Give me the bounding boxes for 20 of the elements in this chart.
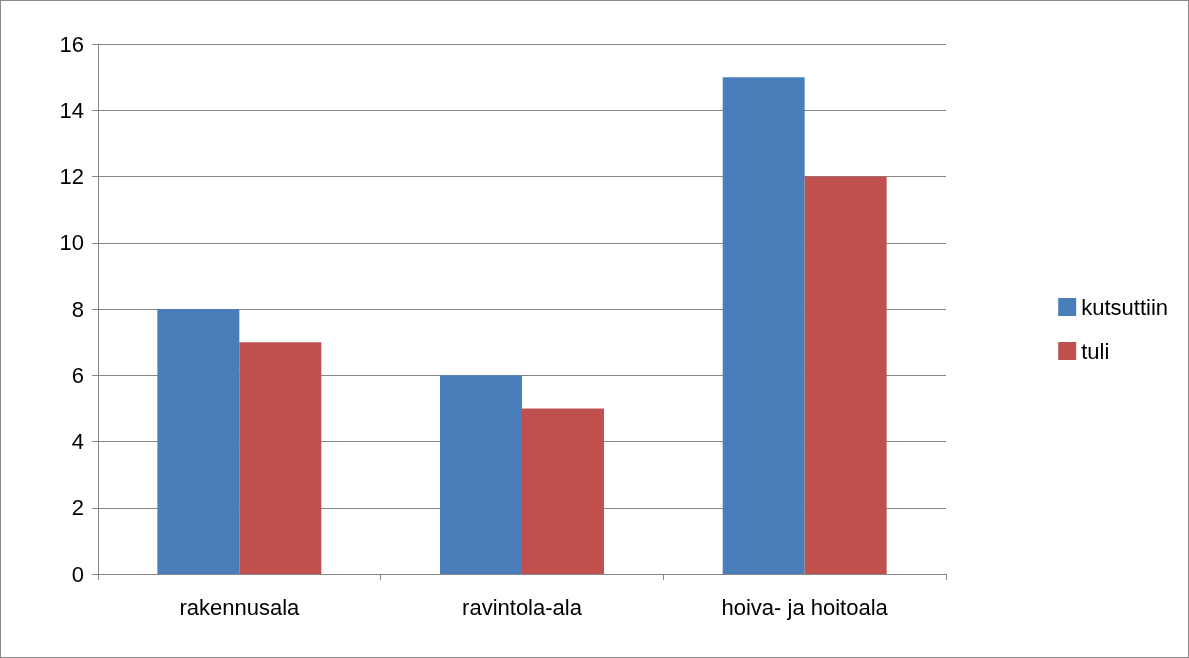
bar xyxy=(157,309,240,574)
x-tick-label: hoiva- ja hoitoala xyxy=(721,594,889,620)
bar xyxy=(804,176,887,574)
legend-label: kutsuttiin xyxy=(1081,294,1169,320)
y-tick-label: 4 xyxy=(71,429,84,454)
y-tick-label: 0 xyxy=(71,561,84,587)
bar xyxy=(722,77,805,574)
y-tick-label: 14 xyxy=(59,97,84,123)
y-tick-label: 8 xyxy=(71,296,84,322)
bar xyxy=(522,408,604,574)
bar xyxy=(239,342,322,574)
y-tick-label: 12 xyxy=(59,164,84,189)
legend-label: tuli xyxy=(1081,338,1110,364)
bar xyxy=(440,375,522,574)
y-tick-label: 2 xyxy=(71,495,84,521)
y-tick-label: 16 xyxy=(59,31,84,57)
x-tick-label: rakennusala xyxy=(179,594,301,620)
x-tick-label: ravintola-ala xyxy=(462,594,583,620)
y-tick-label: 6 xyxy=(71,362,84,388)
y-tick-label: 10 xyxy=(59,230,84,256)
